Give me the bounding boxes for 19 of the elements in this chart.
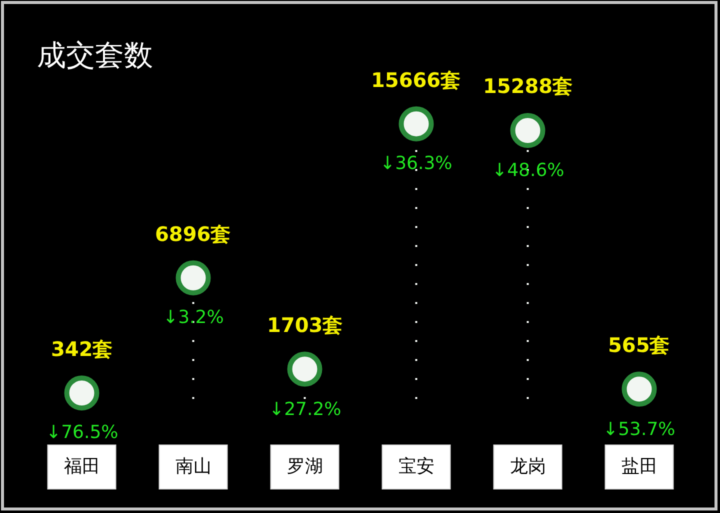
data-label: 15288套 [483,74,573,98]
x-tick-label: 福田 [64,456,100,477]
data-label: 6896套 [155,222,231,246]
x-tick-label: 南山 [175,456,212,477]
annotation: ↓36.3% [380,153,452,174]
data-label: 342套 [51,337,113,361]
data-label: 1703套 [267,313,343,337]
annotation: ↓27.2% [269,399,342,420]
annotation: ↓48.6% [492,160,564,181]
x-tick-label: 宝安 [398,456,434,477]
x-tick-label: 龙岗 [510,456,546,477]
annotation: ↓53.7% [603,419,676,440]
data-label: 15666套 [371,68,461,92]
x-tick-label: 罗湖 [286,456,323,477]
data-label: 565套 [608,333,670,357]
x-tick-label: 盐田 [621,456,658,477]
annotation: ↓76.5% [46,422,118,443]
chart-title: 成交套数 [37,38,153,72]
annotation: ↓3.2% [163,307,224,328]
